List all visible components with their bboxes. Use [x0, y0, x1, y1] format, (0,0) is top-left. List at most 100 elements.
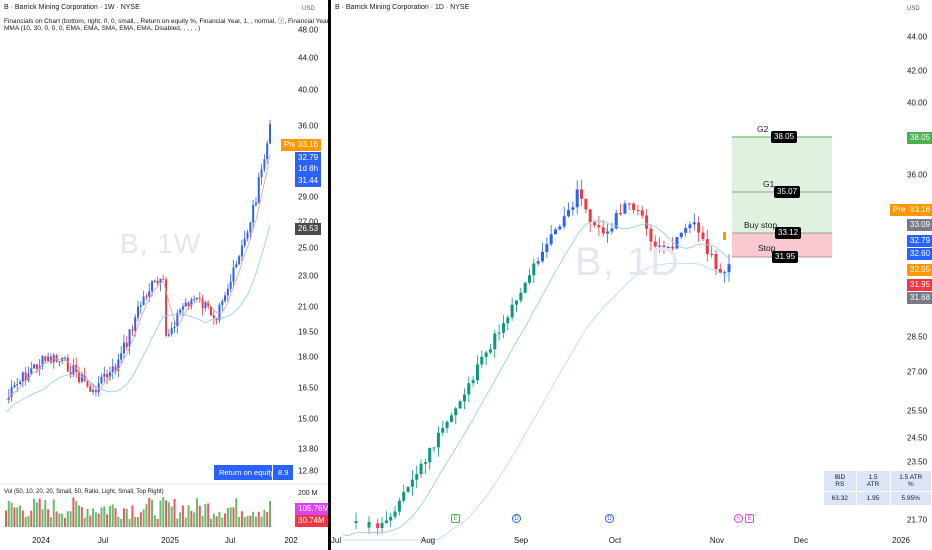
volume-bar: [27, 515, 30, 527]
volume-bar: [142, 509, 145, 527]
candle-body: [167, 334, 170, 336]
price-axis-badge: 33.16: [907, 204, 932, 216]
stop-loss-label: Stop: [758, 243, 776, 253]
volume-bar: [86, 508, 89, 527]
candle-body: [80, 374, 83, 383]
candle-body: [493, 333, 497, 350]
volume-bar: [128, 518, 131, 527]
candle-body: [662, 245, 666, 248]
price-tick-label: 19.50: [298, 327, 319, 337]
stop-loss-price-tag[interactable]: 31.95: [772, 251, 799, 263]
volume-bar: [148, 497, 151, 527]
candle-body: [195, 297, 198, 300]
candle-body: [243, 238, 246, 246]
candle-body: [506, 317, 510, 324]
panel-divider[interactable]: [328, 0, 331, 550]
volume-bar: [24, 517, 27, 527]
candle-body: [627, 203, 631, 205]
earnings-event-icon[interactable]: E: [451, 514, 460, 523]
earnings-event-icon[interactable]: E: [745, 514, 754, 523]
candle-body: [419, 463, 423, 475]
candle-body: [153, 280, 156, 282]
price-axis-badge: 38.05: [907, 132, 932, 144]
dividend-event-icon[interactable]: D: [605, 514, 614, 523]
price-tick-label: 23.50: [907, 457, 928, 467]
target-g2-price-tag[interactable]: 38.05: [771, 131, 798, 143]
candle-body: [549, 234, 553, 245]
weekly-chart-panel[interactable]: B · Barrick Mining Corporation · 1W · NY…: [0, 0, 328, 550]
candle-body: [471, 380, 475, 384]
candle-body: [33, 364, 36, 369]
price-tick-label: 18.00: [298, 352, 319, 362]
candle-body: [207, 302, 210, 307]
buy-stop-price-tag[interactable]: 33.12: [775, 227, 802, 239]
candle-body: [254, 202, 257, 205]
candle-body: [125, 342, 128, 347]
candle-body: [162, 278, 165, 280]
candle-body: [445, 421, 449, 429]
volume-bar: [198, 505, 201, 527]
candle-body: [224, 295, 227, 302]
candle-body: [260, 169, 263, 178]
volume-bar: [238, 517, 241, 527]
candle-body: [257, 177, 260, 203]
volume-bar: [204, 504, 207, 527]
price-tick-label: 24.50: [907, 433, 928, 443]
candle-body: [558, 226, 562, 230]
volume-bar: [19, 505, 22, 527]
candle-body: [484, 352, 488, 357]
volume-bar: [106, 514, 109, 527]
dividend-event-icon[interactable]: D: [512, 514, 521, 523]
premarket-candle: [723, 232, 726, 240]
candle-body: [229, 281, 232, 289]
candle-body: [415, 474, 419, 480]
candle-body: [432, 447, 436, 449]
daily-chart-canvas[interactable]: [331, 0, 932, 550]
volume-bar: [246, 515, 249, 527]
candle-body: [187, 302, 190, 307]
volume-bar: [125, 508, 128, 527]
volume-bar: [195, 498, 198, 527]
split-event-icon[interactable]: ϟ: [734, 514, 743, 523]
premarket-price-badge: 33.16: [295, 139, 322, 151]
candle-body: [38, 365, 41, 370]
volume-bar: [145, 504, 148, 527]
candle-body: [675, 237, 679, 249]
candle-body: [55, 355, 58, 362]
volume-bar: [187, 505, 190, 527]
volume-bar: [260, 516, 263, 527]
volume-bar: [243, 517, 246, 527]
candle-body: [52, 355, 55, 363]
candle-body: [454, 408, 458, 416]
weekly-chart-canvas[interactable]: [0, 0, 328, 550]
volume-bar: [159, 500, 162, 527]
volume-bar: [33, 498, 36, 527]
candle-body: [727, 264, 731, 273]
candle-body: [597, 225, 601, 228]
candle-body: [389, 516, 393, 521]
candle-body: [134, 317, 137, 331]
volume-bar: [224, 513, 227, 527]
price-axis-badge: 33.09: [907, 219, 932, 231]
candle-body: [514, 300, 518, 305]
candle-body: [86, 381, 89, 387]
candle-body: [705, 239, 709, 254]
price-tick-label: 21.70: [907, 515, 928, 525]
candle-body: [94, 390, 97, 393]
price-tick-label: 27.00: [298, 217, 319, 227]
volume-bar: [179, 512, 182, 527]
candle-body: [423, 462, 427, 464]
daily-chart-panel[interactable]: B · Barrick Mining Corporation · 1D · NY…: [331, 0, 932, 550]
price-tick-label: 48.00: [298, 25, 319, 35]
candle-body: [501, 323, 505, 333]
candle-body: [718, 269, 722, 273]
volume-bar: [83, 517, 86, 527]
volume-bar: [207, 503, 210, 527]
volume-bar: [69, 511, 72, 527]
target-g1-price-tag[interactable]: 35.07: [774, 186, 801, 198]
candle-body: [30, 368, 33, 374]
time-tick-label: Jul: [97, 536, 109, 545]
volume-bar: [13, 507, 16, 527]
time-tick-label: 2026: [892, 536, 910, 545]
candle-body: [63, 357, 66, 359]
